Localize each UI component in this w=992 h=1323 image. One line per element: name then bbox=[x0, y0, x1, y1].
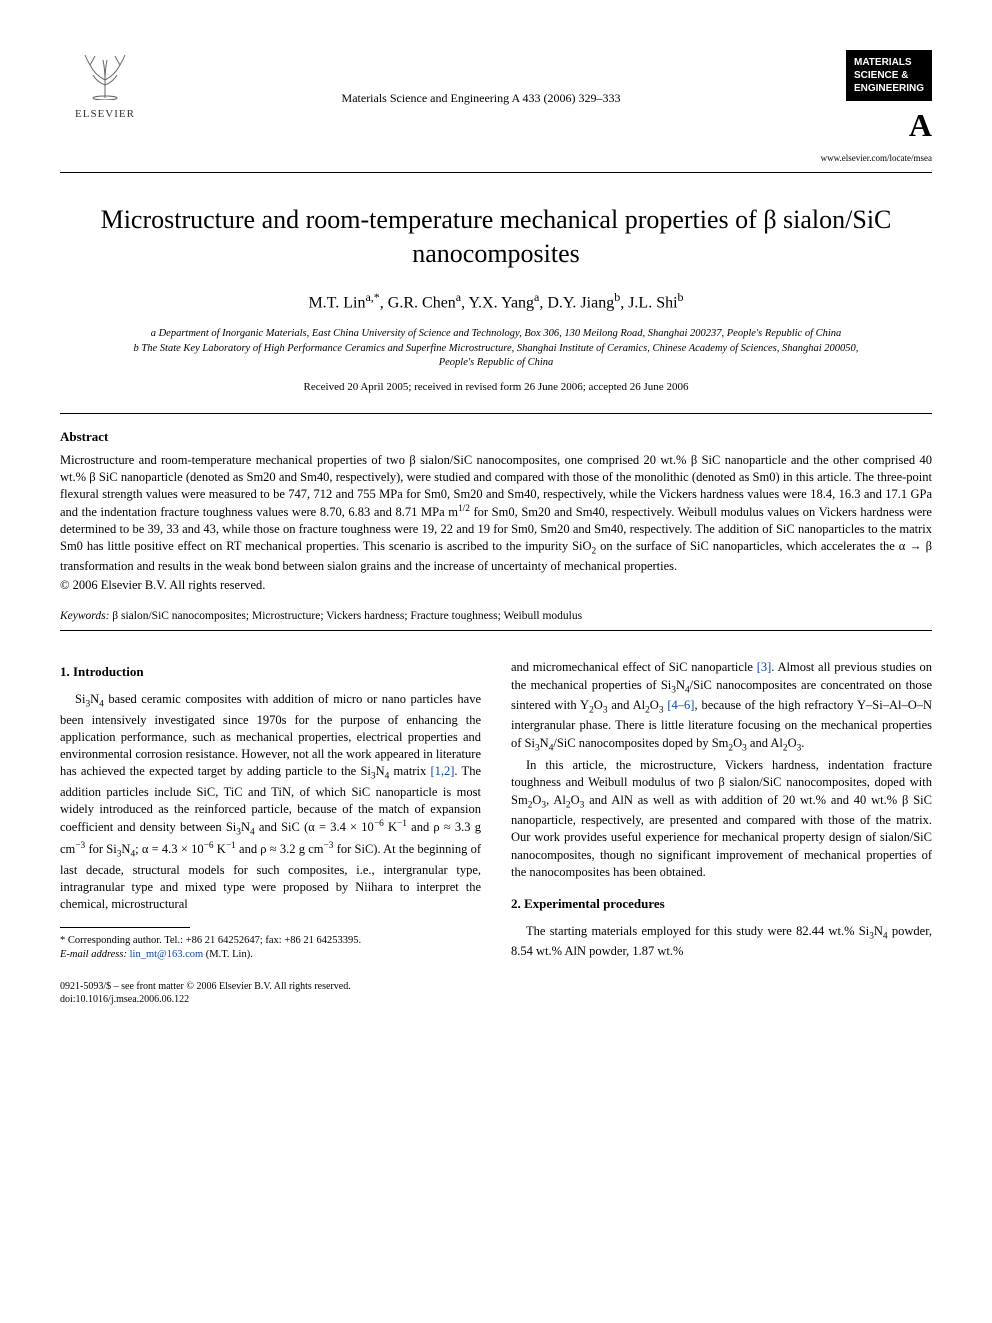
ref-link[interactable]: [1,2] bbox=[430, 764, 454, 778]
journal-letter: A bbox=[812, 103, 932, 148]
elsevier-tree-icon bbox=[60, 50, 150, 107]
keywords-label: Keywords: bbox=[60, 610, 109, 622]
rule bbox=[60, 413, 932, 414]
front-matter: 0921-5093/$ – see front matter © 2006 El… bbox=[60, 980, 481, 993]
intro-paragraph-1-cont: and micromechanical effect of SiC nanopa… bbox=[511, 659, 932, 755]
ref-link[interactable]: [3] bbox=[757, 660, 772, 674]
rule bbox=[60, 172, 932, 173]
section-heading-exp: 2. Experimental procedures bbox=[511, 895, 932, 913]
publisher-name: ELSEVIER bbox=[60, 107, 150, 122]
article-title: Microstructure and room-temperature mech… bbox=[100, 203, 892, 271]
affiliation-a: a Department of Inorganic Materials, Eas… bbox=[120, 327, 872, 341]
journal-badge: MATERIALS SCIENCE & ENGINEERING bbox=[846, 50, 932, 101]
body-columns: 1. Introduction Si3N4 based ceramic comp… bbox=[60, 659, 932, 1005]
publisher-logo: ELSEVIER bbox=[60, 50, 150, 122]
footnote-corr: * Corresponding author. Tel.: +86 21 642… bbox=[60, 934, 481, 948]
email-link[interactable]: lin_mt@163.com bbox=[130, 949, 204, 960]
badge-line: ENGINEERING bbox=[854, 83, 924, 94]
intro-paragraph-1: Si3N4 based ceramic composites with addi… bbox=[60, 691, 481, 913]
intro-paragraph-2: In this article, the microstructure, Vic… bbox=[511, 757, 932, 881]
exp-paragraph-1: The starting materials employed for this… bbox=[511, 923, 932, 961]
copyright: © 2006 Elsevier B.V. All rights reserved… bbox=[60, 577, 932, 595]
section-heading-intro: 1. Introduction bbox=[60, 663, 481, 681]
keywords: Keywords: β sialon/SiC nanocomposites; M… bbox=[60, 608, 932, 624]
keywords-text: β sialon/SiC nanocomposites; Microstruct… bbox=[112, 610, 582, 622]
corresponding-footnote: * Corresponding author. Tel.: +86 21 642… bbox=[60, 934, 481, 961]
abstract-body: Microstructure and room-temperature mech… bbox=[60, 452, 932, 575]
journal-url: www.elsevier.com/locate/msea bbox=[812, 152, 932, 165]
ref-link[interactable]: [4–6] bbox=[667, 698, 694, 712]
email-who: (M.T. Lin). bbox=[206, 949, 253, 960]
doi: doi:10.1016/j.msea.2006.06.122 bbox=[60, 993, 481, 1006]
rule bbox=[60, 630, 932, 631]
bottom-meta: 0921-5093/$ – see front matter © 2006 El… bbox=[60, 980, 481, 1006]
journal-reference: Materials Science and Engineering A 433 … bbox=[150, 50, 812, 107]
authors: M.T. Lina,*, G.R. Chena, Y.X. Yanga, D.Y… bbox=[60, 289, 932, 315]
footnote-rule bbox=[60, 927, 190, 928]
abstract-heading: Abstract bbox=[60, 428, 932, 446]
footnote-email-line: E-mail address: lin_mt@163.com (M.T. Lin… bbox=[60, 948, 481, 962]
header: ELSEVIER Materials Science and Engineeri… bbox=[60, 50, 932, 164]
email-label: E-mail address: bbox=[60, 949, 127, 960]
badge-line: SCIENCE & bbox=[854, 70, 908, 81]
journal-logo: MATERIALS SCIENCE & ENGINEERING A www.el… bbox=[812, 50, 932, 164]
article-dates: Received 20 April 2005; received in revi… bbox=[60, 380, 932, 395]
badge-line: MATERIALS bbox=[854, 57, 912, 68]
affiliation-b: b The State Key Laboratory of High Perfo… bbox=[120, 342, 872, 369]
